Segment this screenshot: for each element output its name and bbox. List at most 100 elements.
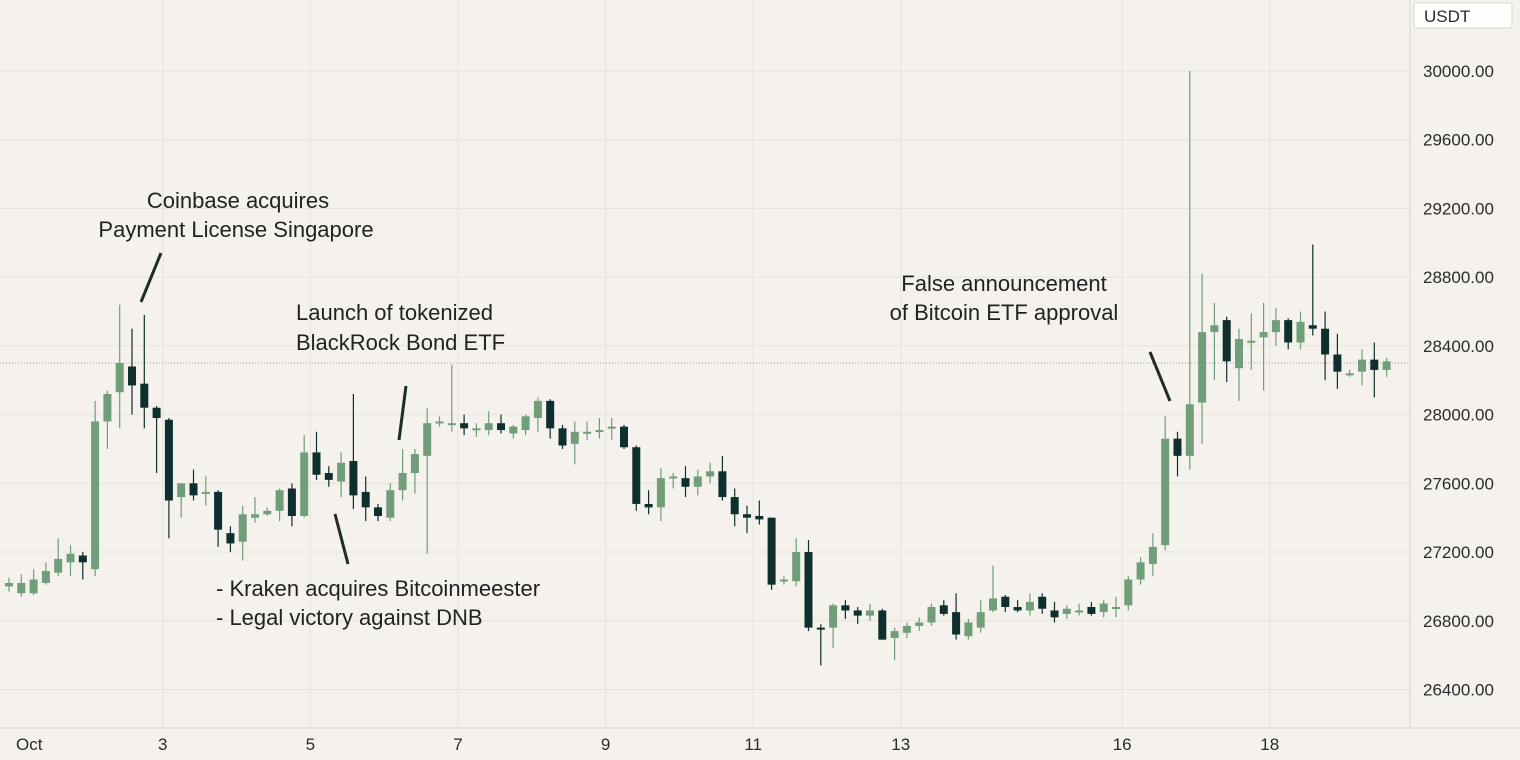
candle[interactable] [5,577,13,592]
candle[interactable] [201,476,210,506]
candle[interactable] [964,619,973,640]
candle[interactable] [349,393,358,510]
candle[interactable] [829,603,838,649]
candle[interactable] [1148,533,1157,577]
candle[interactable] [755,500,764,525]
candle[interactable] [546,399,555,439]
candle[interactable] [1161,416,1170,551]
candle[interactable] [497,414,505,434]
candle[interactable] [866,603,874,621]
candle[interactable] [1333,333,1342,389]
candle[interactable] [509,424,518,439]
candle[interactable] [1358,349,1366,386]
candle[interactable] [447,364,456,432]
candle[interactable] [1025,593,1034,616]
candle[interactable] [656,467,665,522]
candle[interactable] [681,466,690,498]
candle[interactable] [841,600,850,620]
candle[interactable] [607,418,616,441]
candle[interactable] [263,507,272,516]
candle[interactable] [398,448,407,501]
candle[interactable] [1001,594,1010,613]
candle[interactable] [816,624,825,666]
candle[interactable] [1271,308,1280,346]
candle[interactable] [300,435,309,518]
candle[interactable] [1099,600,1108,618]
candle[interactable] [989,565,997,613]
candle[interactable] [410,448,419,494]
candle[interactable] [1038,593,1047,614]
candle[interactable] [275,488,284,522]
candle[interactable] [1087,601,1096,616]
candle[interactable] [54,538,63,577]
candle[interactable] [595,418,604,439]
candle[interactable] [177,483,186,518]
candle[interactable] [779,576,788,585]
candle[interactable] [1259,302,1268,391]
candle[interactable] [792,538,801,587]
candle[interactable] [570,421,579,465]
candle[interactable] [1382,357,1391,377]
candle[interactable] [767,517,776,590]
candle[interactable] [423,407,432,554]
candle[interactable] [927,603,936,626]
candle[interactable] [337,452,346,498]
candle[interactable] [521,414,530,436]
candle[interactable] [1308,244,1317,336]
candle[interactable] [902,622,911,638]
candle[interactable] [41,562,50,585]
candle[interactable] [164,418,173,539]
candle[interactable] [1321,311,1330,381]
candle[interactable] [287,483,296,527]
candle[interactable] [1124,576,1133,611]
candle[interactable] [558,424,567,449]
candle[interactable] [1345,369,1354,377]
time-axis[interactable]: Oct 3 5 7 9 11 13 16 18 [16,735,1279,754]
candle[interactable] [1235,328,1243,401]
candle[interactable] [878,608,887,640]
candle[interactable] [189,469,198,501]
candle[interactable] [128,328,136,415]
candle[interactable] [743,505,751,534]
candle[interactable] [1013,600,1022,613]
candle[interactable] [533,397,542,432]
candle[interactable] [632,445,641,511]
candle[interactable] [460,414,469,436]
candle[interactable] [939,600,948,616]
candle[interactable] [17,574,26,597]
candle[interactable] [152,406,161,474]
candle[interactable] [78,552,87,580]
candle[interactable] [890,627,899,661]
candle[interactable] [214,490,223,547]
candle[interactable] [91,400,100,577]
candle[interactable] [115,304,124,429]
candle[interactable] [1062,605,1071,620]
candle[interactable] [1296,311,1305,350]
candle[interactable] [66,545,75,577]
price-axis[interactable]: 26400.00 26800.00 27200.00 27600.00 28000.00… [1423,62,1494,699]
candle[interactable] [644,490,653,515]
candle[interactable] [1173,431,1182,477]
candle[interactable] [103,390,112,449]
candle[interactable] [1136,557,1145,585]
candle[interactable] [1247,313,1256,370]
candle[interactable] [718,455,727,501]
candle[interactable] [693,469,702,496]
candle[interactable] [1050,601,1059,623]
candle[interactable] [1198,273,1207,444]
candle[interactable] [1284,318,1293,350]
candle[interactable] [706,462,715,484]
unit-badge[interactable]: USDT [1413,2,1513,29]
candle[interactable] [1210,302,1219,381]
candle[interactable] [853,607,862,625]
candle[interactable] [669,473,678,489]
candle[interactable] [361,476,370,522]
candle[interactable] [140,314,149,429]
candle[interactable] [620,424,628,449]
candle[interactable] [1112,596,1120,618]
candle[interactable] [1370,342,1379,398]
candle[interactable] [952,593,961,640]
candle[interactable] [1222,316,1231,382]
candle[interactable] [324,466,333,487]
candle[interactable] [374,503,382,522]
